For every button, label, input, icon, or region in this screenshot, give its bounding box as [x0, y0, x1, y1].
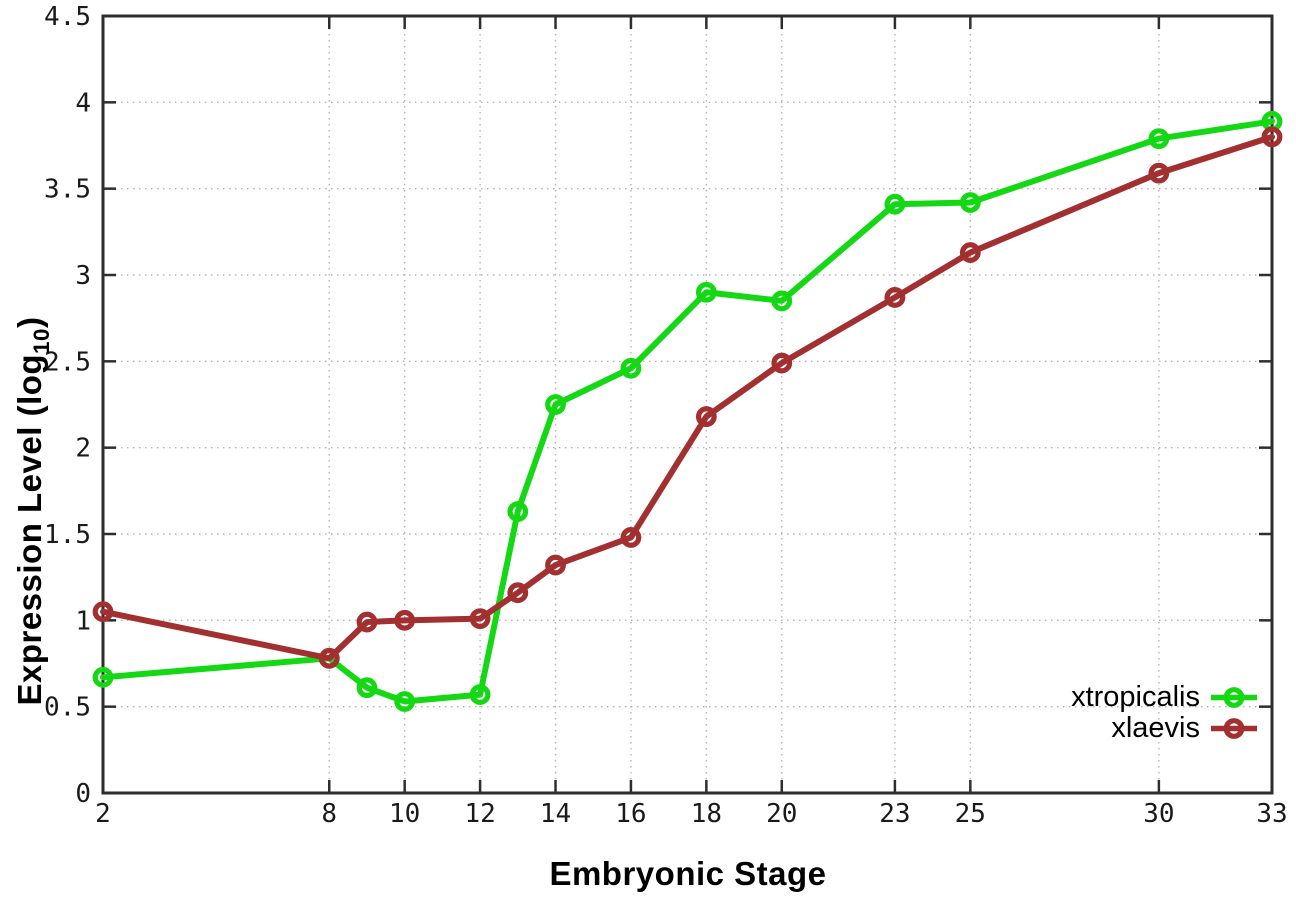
- data-point-xlaevis: [545, 554, 566, 576]
- data-point-xlaevis: [771, 352, 793, 374]
- x-tick-label: 8: [321, 799, 337, 829]
- x-tick-label: 20: [766, 799, 797, 829]
- data-point-xtropicalis: [695, 281, 717, 303]
- y-tick-label: 1.5: [44, 520, 91, 550]
- data-point-xtropicalis: [771, 290, 793, 312]
- y-tick-label: 2.5: [44, 347, 91, 377]
- data-point-xlaevis: [695, 406, 717, 427]
- x-tick-label: 18: [691, 799, 722, 829]
- y-axis-title-subscript: 10: [28, 327, 54, 354]
- data-point-xlaevis: [507, 582, 529, 604]
- y-tick-label: 4: [75, 88, 91, 118]
- x-tick-label: 10: [389, 799, 420, 829]
- y-tick-label: 4.5: [44, 2, 91, 32]
- x-tick-label: 33: [1256, 799, 1287, 829]
- data-point-xtropicalis: [884, 193, 906, 215]
- data-point-xtropicalis: [620, 357, 642, 379]
- data-point-xtropicalis: [394, 691, 416, 712]
- data-point-xtropicalis: [469, 684, 491, 705]
- legend-sample-line-icon: [1211, 718, 1257, 739]
- data-point-xlaevis: [884, 287, 906, 308]
- data-point-xtropicalis: [1148, 128, 1170, 149]
- legend-label: xlaevis: [1111, 712, 1200, 744]
- data-point-xlaevis: [620, 527, 642, 548]
- y-tick-label: 3: [75, 261, 91, 291]
- legend-entry-xlaevis: xlaevis: [1111, 712, 1258, 744]
- y-axis-title-suffix: ): [11, 316, 48, 328]
- data-point-xlaevis: [1148, 162, 1170, 184]
- data-point-xlaevis: [469, 608, 491, 630]
- x-tick-label: 16: [615, 799, 646, 829]
- x-tick-label: 23: [879, 799, 910, 829]
- data-point-xtropicalis: [92, 666, 114, 688]
- data-point-xtropicalis: [507, 501, 529, 522]
- y-tick-label: 2: [75, 434, 91, 464]
- x-axis-title: Embryonic Stage: [549, 855, 827, 892]
- data-point-xtropicalis: [356, 677, 378, 699]
- y-tick-label: 0.5: [44, 693, 91, 723]
- y-axis-title: Expression Level (log10): [7, 191, 54, 831]
- x-tick-label: 12: [464, 799, 495, 829]
- x-tick-label: 14: [540, 799, 571, 829]
- x-tick-label: 2: [95, 799, 111, 829]
- legend: xtropicalis xlaevis: [1071, 681, 1258, 744]
- y-tick-label: 0: [75, 779, 91, 809]
- x-tick-label: 25: [955, 799, 986, 829]
- legend-sample-line-icon: [1211, 687, 1257, 708]
- y-tick-label: 1: [75, 606, 91, 636]
- legend-entry-xtropicalis: xtropicalis: [1071, 681, 1258, 713]
- data-point-xlaevis: [356, 611, 378, 633]
- series-line-xtropicalis: [100, 118, 1275, 705]
- series-line-xlaevis: [100, 133, 1275, 662]
- data-point-xtropicalis: [959, 192, 981, 213]
- data-point-xlaevis: [1261, 126, 1283, 148]
- data-point-xlaevis: [959, 242, 981, 263]
- x-tick-label: 30: [1143, 799, 1174, 829]
- y-tick-label: 3.5: [44, 175, 91, 205]
- plot-border: [101, 14, 1274, 795]
- data-point-xlaevis: [318, 647, 340, 669]
- data-point-xlaevis: [394, 609, 416, 631]
- data-point-xtropicalis: [545, 394, 566, 415]
- legend-label: xtropicalis: [1071, 681, 1200, 713]
- y-axis-title-prefix: Expression Level (log: [11, 353, 48, 706]
- data-point-xlaevis: [92, 601, 114, 623]
